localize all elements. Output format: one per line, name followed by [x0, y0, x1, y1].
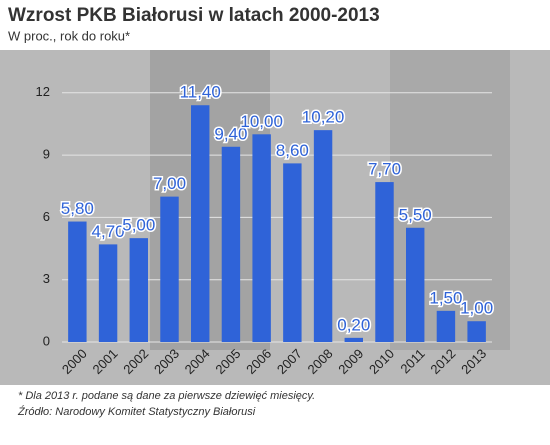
- bar: [467, 321, 486, 342]
- y-tick-label: 6: [43, 209, 50, 224]
- source: Źródło: Narodowy Komitet Statystyczny Bi…: [17, 405, 256, 418]
- bar: [313, 130, 333, 342]
- value-label: 11,40: [180, 83, 221, 102]
- chart-subtitle: W proc., rok do roku*: [8, 28, 130, 43]
- bar: [436, 310, 456, 342]
- bar: [191, 105, 210, 342]
- bar: [375, 182, 394, 342]
- bar: [406, 227, 425, 342]
- bar: [129, 238, 148, 342]
- bar: [160, 196, 179, 342]
- value-label: 10,00: [240, 112, 283, 131]
- y-tick-label: 12: [36, 84, 50, 99]
- value-label: 5,80: [61, 199, 94, 218]
- value-label: 8,60: [276, 141, 309, 160]
- value-label: 7,00: [153, 174, 186, 193]
- y-tick-label: 9: [43, 147, 50, 162]
- value-label: 9,40: [214, 124, 247, 143]
- value-label: 5,00: [122, 216, 155, 235]
- bar: [252, 134, 271, 342]
- value-label: 1,50: [429, 288, 462, 307]
- y-tick-label: 0: [43, 333, 50, 348]
- value-label: 0,20: [337, 315, 370, 334]
- value-label: 7,70: [368, 160, 401, 179]
- y-tick-label: 3: [43, 271, 50, 286]
- value-label: 10,20: [302, 108, 345, 127]
- value-label: 4,70: [92, 222, 125, 241]
- bar: [98, 244, 118, 342]
- bar: [221, 146, 241, 342]
- bar: [283, 163, 302, 342]
- value-label: 5,50: [399, 205, 432, 224]
- footnote: * Dla 2013 r. podane są dane za pierwsze…: [18, 390, 315, 402]
- value-label: 1,00: [460, 299, 493, 318]
- chart-title: Wzrost PKB Białorusi w latach 2000-2013: [8, 5, 380, 26]
- bar: [344, 337, 363, 342]
- bar: [68, 221, 87, 342]
